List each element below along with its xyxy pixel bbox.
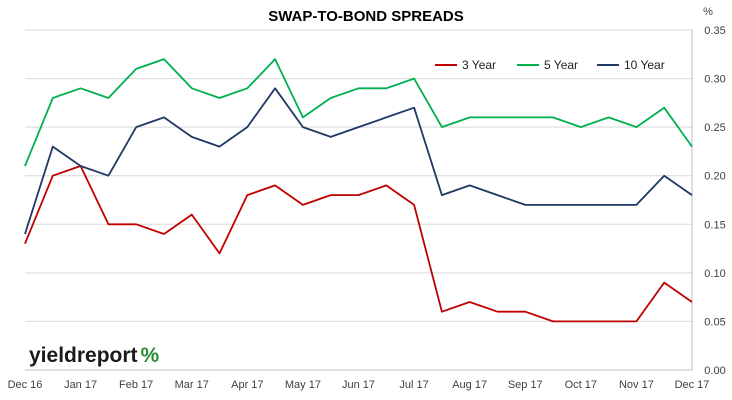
y-unit-label: % <box>703 6 713 18</box>
x-tick-label: Nov 17 <box>619 379 654 391</box>
x-tick-label: Dec 17 <box>675 379 710 391</box>
x-tick-label: Jan 17 <box>64 379 97 391</box>
y-tick-label: 0.05 <box>704 316 725 328</box>
x-tick-label: Jul 17 <box>399 379 428 391</box>
x-tick-label: Dec 16 <box>8 379 43 391</box>
x-tick-label: May 17 <box>285 379 321 391</box>
series-line-3-year <box>24 165 693 323</box>
y-tick-label: 0.10 <box>704 268 725 280</box>
logo-percent-mark: % <box>141 344 160 367</box>
x-tick-label: Oct 17 <box>565 379 597 391</box>
y-tick-label: 0.35 <box>704 25 725 37</box>
svg-text:yieldreport%: yieldreport% <box>29 344 160 367</box>
series-line-5-year <box>24 58 693 167</box>
y-axis: 0.00 0.05 0.10 0.15 0.20 0.25 0.30 0.35 <box>704 25 725 377</box>
x-tick-label: Jun 17 <box>342 379 375 391</box>
yieldreport-logo: yieldreport% <box>29 344 160 367</box>
x-tick-label: Feb 17 <box>119 379 153 391</box>
chart-title: SWAP-TO-BOND SPREADS <box>268 8 464 25</box>
series-line-10-year <box>24 87 693 235</box>
x-tick-label: Apr 17 <box>231 379 263 391</box>
x-axis: Dec 16 Jan 17 Feb 17 Mar 17 Apr 17 May 17 Jun … <box>8 379 710 391</box>
legend-label-5-year: 5 Year <box>544 58 578 72</box>
legend: 3 Year 5 Year 10 Year <box>435 58 665 72</box>
x-tick-label: Aug 17 <box>452 379 487 391</box>
y-tick-label: 0.00 <box>704 365 725 377</box>
x-tick-label: Sep 17 <box>508 379 543 391</box>
y-tick-label: 0.20 <box>704 171 725 183</box>
logo-text: yieldreport <box>29 344 138 367</box>
legend-label-10-year: 10 Year <box>624 58 665 72</box>
y-tick-label: 0.15 <box>704 219 725 231</box>
x-tick-label: Mar 17 <box>175 379 209 391</box>
y-tick-label: 0.30 <box>704 74 725 86</box>
legend-label-3-year: 3 Year <box>462 58 496 72</box>
y-tick-label: 0.25 <box>704 122 725 134</box>
plot-area <box>24 58 693 323</box>
